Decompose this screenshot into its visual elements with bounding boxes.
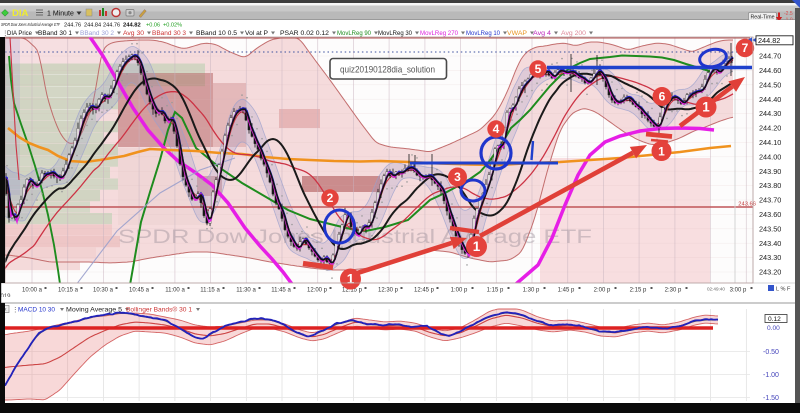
svg-text:243.40: 243.40 xyxy=(759,239,781,248)
svg-text:244.20: 244.20 xyxy=(759,124,781,133)
svg-text:Vol at P: Vol at P xyxy=(245,30,268,37)
svg-text:1: 1 xyxy=(473,239,481,254)
svg-text:PSAR 0.02 0.12: PSAR 0.02 0.12 xyxy=(280,30,330,37)
svg-text:12:45 p: 12:45 p xyxy=(414,288,435,294)
svg-text:243.20: 243.20 xyxy=(759,268,781,277)
svg-text:Avg 4: Avg 4 xyxy=(533,30,552,37)
svg-text:VWAP: VWAP xyxy=(507,30,527,37)
svg-text:⋮: ⋮ xyxy=(2,30,8,37)
svg-text:244.70: 244.70 xyxy=(759,52,781,61)
svg-text:4: 4 xyxy=(493,122,500,136)
svg-text:1:30 p: 1:30 p xyxy=(523,288,540,294)
svg-text:1:45 p: 1:45 p xyxy=(558,288,575,294)
svg-text:L % F: L % F xyxy=(776,287,791,293)
svg-text:10:30 a: 10:30 a xyxy=(93,288,114,294)
svg-text:11:15 a: 11:15 a xyxy=(200,288,220,294)
svg-text:12:30 p: 12:30 p xyxy=(378,288,399,294)
svg-text:BBand 30 2: BBand 30 2 xyxy=(80,30,115,37)
svg-text:Avg 30: Avg 30 xyxy=(123,30,145,37)
svg-text:243.30: 243.30 xyxy=(759,253,781,262)
svg-text:11:30 a: 11:30 a xyxy=(236,288,256,294)
svg-text:-1.00: -1.00 xyxy=(763,372,779,379)
svg-text:Bollinger Bands® 30 1: Bollinger Bands® 30 1 xyxy=(126,306,192,314)
svg-text:12:00 p: 12:00 p xyxy=(307,288,328,294)
svg-text:MovLReg 10: MovLReg 10 xyxy=(466,30,500,37)
svg-text:1 Minute: 1 Minute xyxy=(47,11,74,18)
svg-text:MACD 10 30: MACD 10 30 xyxy=(18,307,55,314)
svg-text:BBand 30 3: BBand 30 3 xyxy=(152,30,187,37)
svg-text:244.60: 244.60 xyxy=(759,66,781,75)
svg-text:Moving Average 5: Moving Average 5 xyxy=(66,307,122,314)
svg-text:244.82: 244.82 xyxy=(758,36,780,45)
svg-text:1: 1 xyxy=(658,144,665,158)
svg-text:1: 1 xyxy=(347,272,355,287)
svg-text:×: × xyxy=(3,308,7,314)
svg-text:quiz20190128dia_solution: quiz20190128dia_solution xyxy=(340,65,435,75)
svg-text:MovLReg 270: MovLReg 270 xyxy=(420,30,458,37)
svg-text:⋮: ⋮ xyxy=(12,307,19,314)
svg-text:DIA Price: DIA Price xyxy=(7,30,32,37)
svg-text:0.12: 0.12 xyxy=(768,316,781,323)
svg-text:11:00 a: 11:00 a xyxy=(165,288,185,294)
svg-text:244.10: 244.10 xyxy=(759,138,781,147)
svg-text:2: 2 xyxy=(327,191,334,205)
svg-text:MovLReg 30: MovLReg 30 xyxy=(378,30,412,37)
svg-text:-0.50: -0.50 xyxy=(763,349,779,356)
svg-text:10:00 a: 10:00 a xyxy=(22,288,43,294)
svg-text:243.60: 243.60 xyxy=(759,210,781,219)
svg-text:244.50: 244.50 xyxy=(759,80,781,89)
svg-text:1:15 p: 1:15 p xyxy=(487,288,504,294)
svg-text:-1.50: -1.50 xyxy=(763,395,779,402)
svg-text:244.30: 244.30 xyxy=(759,109,781,118)
svg-text:+0.06: +0.06 xyxy=(146,22,160,28)
svg-text:2:30 p: 2:30 p xyxy=(665,288,682,294)
svg-text:1: 1 xyxy=(702,100,710,115)
svg-text:243.70: 243.70 xyxy=(759,196,781,205)
svg-text:244.84: 244.84 xyxy=(84,22,101,28)
svg-text:6: 6 xyxy=(659,90,666,104)
svg-text:3:00 p: 3:00 p xyxy=(730,288,747,294)
svg-text:Avg 200: Avg 200 xyxy=(561,30,587,37)
svg-text:244.00: 244.00 xyxy=(759,152,781,161)
svg-text:244.40: 244.40 xyxy=(759,95,781,104)
svg-text:12:15 p: 12:15 p xyxy=(342,288,363,294)
svg-text:243.80: 243.80 xyxy=(759,181,781,190)
svg-text:10:15 a: 10:15 a xyxy=(58,288,79,294)
svg-text:BBand 10 0.5: BBand 10 0.5 xyxy=(196,30,238,37)
svg-text:BBand 30 1: BBand 30 1 xyxy=(38,30,73,37)
svg-text:MovLReg 90: MovLReg 90 xyxy=(337,30,371,37)
svg-text:244.76: 244.76 xyxy=(64,22,81,28)
svg-text:1:00 p: 1:00 p xyxy=(451,288,468,294)
svg-text:244.82: 244.82 xyxy=(123,22,141,28)
svg-text:Real-Time: Real-Time xyxy=(751,15,775,21)
svg-text:DIA: DIA xyxy=(12,8,29,19)
svg-text:10:45 a: 10:45 a xyxy=(129,288,150,294)
svg-text:0.00: 0.00 xyxy=(767,325,780,332)
svg-text:11:45 a: 11:45 a xyxy=(271,288,291,294)
svg-text:243.90: 243.90 xyxy=(759,167,781,176)
svg-text:243.50: 243.50 xyxy=(759,224,781,233)
svg-text:2:00 p: 2:00 p xyxy=(594,288,611,294)
svg-text:-2.5: -2.5 xyxy=(784,11,793,17)
svg-text:SPDR Dow Jones Industrial Aver: SPDR Dow Jones Industrial Average ETF xyxy=(1,22,61,27)
svg-text:244.76: 244.76 xyxy=(103,22,120,28)
svg-text:02:49:40: 02:49:40 xyxy=(707,287,725,292)
svg-text:243.66: 243.66 xyxy=(738,202,756,208)
svg-text:5: 5 xyxy=(535,62,542,76)
svg-text:2:15 p: 2:15 p xyxy=(630,288,647,294)
svg-text:7: 7 xyxy=(742,41,749,55)
svg-text:+0.02%: +0.02% xyxy=(163,22,182,28)
svg-text:3: 3 xyxy=(454,170,461,184)
